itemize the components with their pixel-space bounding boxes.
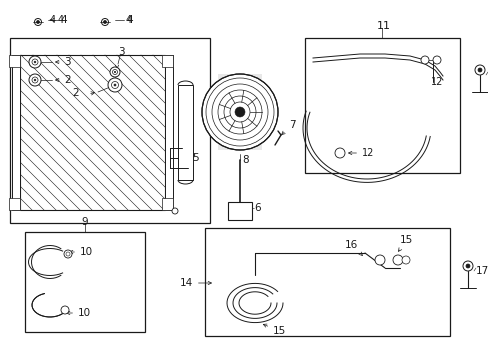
Bar xyxy=(12,55,20,210)
Circle shape xyxy=(110,67,120,77)
Circle shape xyxy=(35,18,41,26)
Circle shape xyxy=(112,69,117,75)
Bar xyxy=(204,228,449,336)
Circle shape xyxy=(102,18,108,26)
Circle shape xyxy=(462,261,472,271)
Text: 3: 3 xyxy=(64,57,70,67)
Circle shape xyxy=(202,74,278,150)
Circle shape xyxy=(32,59,38,65)
Circle shape xyxy=(103,21,106,23)
Bar xyxy=(20,55,164,210)
Text: 15: 15 xyxy=(398,235,412,251)
Circle shape xyxy=(111,81,118,89)
Bar xyxy=(178,85,193,180)
Text: 11: 11 xyxy=(376,21,390,31)
Text: 5: 5 xyxy=(181,153,198,163)
Bar xyxy=(9,198,20,210)
Text: 17: 17 xyxy=(475,266,488,276)
Text: 2: 2 xyxy=(72,88,79,98)
Circle shape xyxy=(420,56,428,64)
Circle shape xyxy=(108,78,122,92)
Circle shape xyxy=(32,77,38,83)
Circle shape xyxy=(29,56,41,68)
Text: 4: 4 xyxy=(50,15,56,25)
Circle shape xyxy=(114,71,116,73)
Bar xyxy=(10,38,209,223)
Circle shape xyxy=(477,68,481,72)
Circle shape xyxy=(334,148,345,158)
Circle shape xyxy=(64,250,72,258)
Circle shape xyxy=(172,208,178,214)
Bar xyxy=(25,232,145,332)
Circle shape xyxy=(432,56,440,64)
Text: 12: 12 xyxy=(430,77,442,87)
Text: 1: 1 xyxy=(218,125,224,135)
Circle shape xyxy=(34,79,36,81)
Circle shape xyxy=(235,107,244,117)
Bar xyxy=(305,38,459,173)
Bar xyxy=(164,55,173,210)
Text: 10: 10 xyxy=(69,247,93,257)
Text: 4: 4 xyxy=(60,15,66,25)
Circle shape xyxy=(465,264,469,268)
Text: 12: 12 xyxy=(348,148,374,158)
Text: 13: 13 xyxy=(487,70,488,80)
Text: 10: 10 xyxy=(66,308,91,318)
Text: 14: 14 xyxy=(180,278,211,288)
Circle shape xyxy=(37,21,40,23)
Text: 16: 16 xyxy=(345,240,362,256)
Text: 9: 9 xyxy=(81,217,87,227)
Text: 3: 3 xyxy=(118,47,124,57)
Circle shape xyxy=(34,61,36,63)
Text: 6: 6 xyxy=(253,203,260,213)
Text: 7: 7 xyxy=(281,120,295,135)
Bar xyxy=(162,55,173,67)
Text: 4: 4 xyxy=(126,15,132,25)
Text: 4: 4 xyxy=(126,15,132,25)
Text: 4: 4 xyxy=(58,15,64,25)
Bar xyxy=(218,74,262,150)
Text: 8: 8 xyxy=(242,155,248,165)
Circle shape xyxy=(474,65,484,75)
Bar xyxy=(9,55,20,67)
Bar xyxy=(227,202,251,220)
Circle shape xyxy=(401,256,409,264)
Text: 2: 2 xyxy=(64,75,70,85)
Text: 15: 15 xyxy=(263,324,285,336)
Circle shape xyxy=(66,252,70,256)
Circle shape xyxy=(392,255,402,265)
Circle shape xyxy=(374,255,384,265)
Circle shape xyxy=(61,306,69,314)
Bar xyxy=(162,198,173,210)
Circle shape xyxy=(29,74,41,86)
Circle shape xyxy=(114,84,116,86)
